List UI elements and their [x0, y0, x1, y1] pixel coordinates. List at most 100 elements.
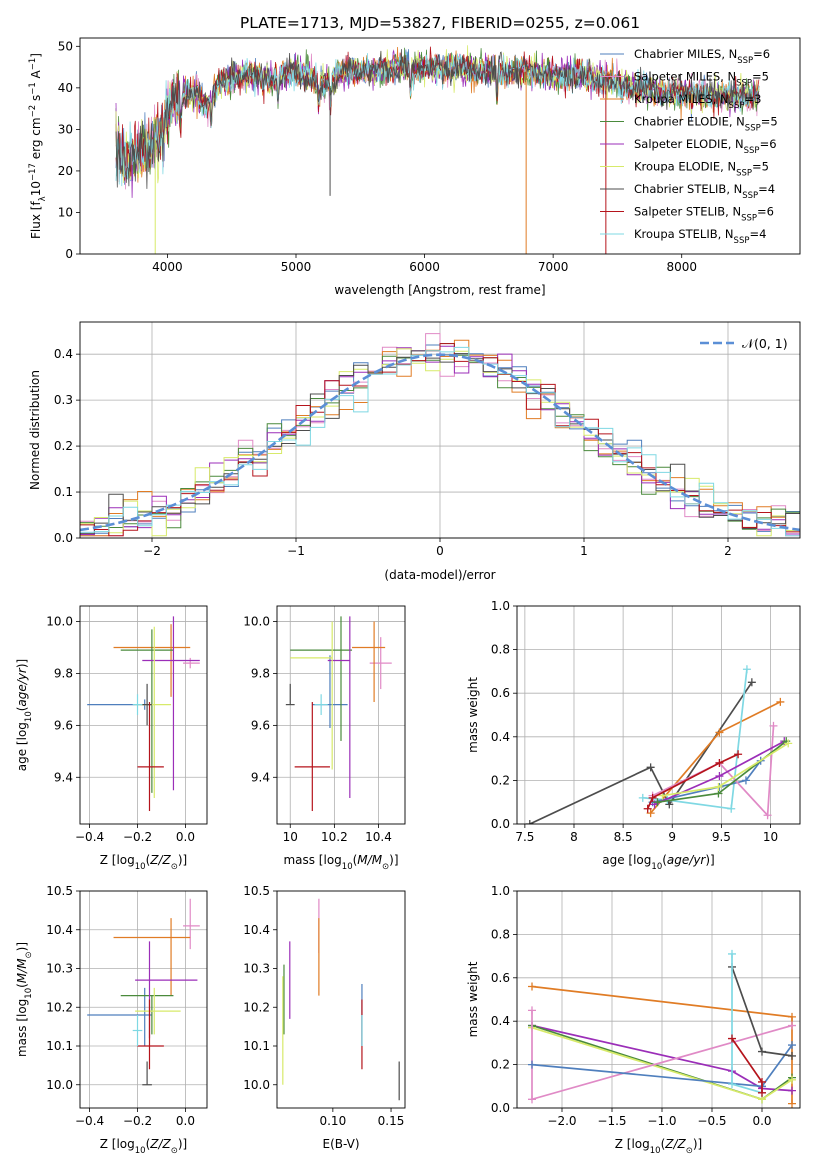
y-tick-label: 0.4 — [491, 1014, 510, 1028]
errorbar-chab_miles — [87, 987, 152, 1046]
x-tick-label: −0.2 — [123, 1114, 152, 1128]
x-tick-label: 2 — [724, 544, 732, 558]
x-tick-label: 0.0 — [176, 830, 195, 844]
label-part: Z/Z — [149, 853, 171, 867]
x-tick-label: 9 — [668, 830, 676, 844]
z_mass-panel: −0.4 −0.2 0.0 10.0 10.1 10.2 10.3 10.4 10.5 Z [lo… — [15, 884, 208, 1156]
label-part: age [log — [602, 853, 651, 867]
axes-frame — [276, 890, 406, 1109]
y-tick-label: 0.0 — [54, 531, 73, 545]
x-tick-label: 7000 — [538, 260, 569, 274]
label-part: Chabrier MILES, N — [634, 47, 737, 61]
weight-marker-salp_miles — [528, 1006, 536, 1015]
label-part: ⊙ — [382, 862, 389, 872]
label-part: =3 — [744, 92, 761, 106]
weight-marker-krou_miles — [715, 728, 724, 737]
spectrum-line-chab_stelib — [115, 49, 760, 189]
y-tick-label: 20 — [58, 164, 73, 178]
label-part: Z [log — [615, 1137, 650, 1151]
legend-label: Chabrier ELODIE, NSSP=5 — [634, 115, 778, 134]
label-part: M/M — [357, 853, 382, 867]
label-part: 10 — [135, 1146, 146, 1156]
weight-marker-salp_stelib — [734, 750, 743, 759]
errorbar-salp_stelib — [294, 702, 330, 812]
y-tick-label: 0.8 — [491, 643, 510, 657]
y-tick-label: 9.8 — [54, 666, 73, 680]
y-tick-label: 0.4 — [54, 347, 73, 361]
y-axis-label: mass weight — [466, 677, 480, 753]
x-tick-label: 0 — [436, 544, 444, 558]
y-tick-label: 10.1 — [243, 1039, 270, 1053]
x-tick-label: 8000 — [666, 260, 697, 274]
y-tick-label: 0.8 — [491, 927, 510, 941]
y-tick-label: 10.2 — [46, 1000, 73, 1014]
weight-marker-krou_miles — [528, 982, 536, 991]
weight-marker-chab_stelib — [646, 763, 655, 772]
label-part: Z [log — [100, 853, 135, 867]
label-part: )] — [693, 1137, 702, 1151]
weight-marker-krou_stelib — [728, 949, 736, 958]
x-axis-label: Z [log10(Z/Z⊙)] — [100, 1137, 188, 1156]
label-part: −17 — [28, 163, 38, 181]
weight-marker-krou_miles — [776, 697, 785, 706]
y-tick-label: 0.6 — [491, 971, 510, 985]
label-part: −1 — [28, 82, 38, 95]
label-part: ( — [15, 983, 29, 988]
errorbar-krou_stelib — [314, 694, 328, 715]
label-part: =4 — [749, 227, 766, 241]
label-part: mass [log — [15, 999, 29, 1057]
y-axis-label: Normed distribution — [28, 370, 42, 490]
label-part: −2 — [28, 105, 38, 118]
x-tick-label: 5000 — [281, 260, 312, 274]
x-tick-label: 7.5 — [515, 830, 534, 844]
y-tick-label: 40 — [58, 81, 73, 95]
errorbar-salp_miles — [369, 637, 392, 690]
legend-label: Kroupa MILES, NSSP=3 — [634, 92, 761, 111]
weight-marker-salp_stelib — [758, 1077, 766, 1086]
weight-marker-salp_stelib — [715, 758, 724, 767]
axes-frame — [79, 321, 801, 539]
y-tick-label: 10.0 — [243, 1078, 270, 1092]
y-tick-label: 9.4 — [54, 770, 73, 784]
weight-marker-salp_elodie — [788, 1086, 796, 1095]
x-tick-label: 4000 — [152, 260, 183, 274]
legend-label: 𝒩(0, 1) — [742, 336, 788, 351]
y-tick-label: 0.2 — [54, 439, 73, 453]
y-tick-label: 0.6 — [491, 686, 510, 700]
y-tick-label: 30 — [58, 122, 73, 136]
weight-marker-krou_stelib — [727, 804, 736, 813]
weight-marker-chab_stelib — [665, 800, 674, 809]
legend-label: Salpeter STELIB, NSSP=6 — [634, 205, 774, 224]
label-part: Salpeter STELIB, N — [634, 205, 741, 219]
weight-marker-salp_elodie — [715, 772, 724, 781]
x-tick-label: 9.5 — [712, 830, 731, 844]
label-part: SSP — [736, 169, 752, 179]
y-axis-label: mass [log10(M/M⊙)] — [15, 942, 34, 1057]
y-tick-label: 10.2 — [243, 1000, 270, 1014]
label-part: ( — [353, 853, 358, 867]
normal-reference-curve — [80, 353, 800, 532]
errorbar-krou_stelib — [132, 1015, 143, 1046]
label-part: ] — [29, 53, 43, 58]
label-part: ⊙ — [686, 1146, 693, 1156]
label-part: E(B-V) — [322, 1137, 359, 1151]
x-tick-label: 8.5 — [614, 830, 633, 844]
y-tick-label: 10.3 — [46, 962, 73, 976]
plot-layer: 4000 5000 6000 7000 800001020304050Chabrier … — [15, 37, 801, 1156]
errorbar-krou_miles — [352, 621, 386, 703]
errorbar-chab_stelib — [285, 683, 295, 706]
label-part: Chabrier STELIB, N — [634, 182, 742, 196]
weight-marker-krou_elodie — [788, 1075, 796, 1084]
label-part: SSP — [741, 214, 757, 224]
axes-frame — [79, 37, 801, 255]
y-tick-label: 0.2 — [491, 1058, 510, 1072]
label-part: M/M — [15, 958, 29, 983]
y-tick-label: 9.8 — [251, 666, 270, 680]
y-tick-label: 10.0 — [46, 615, 73, 629]
errorbar-chab_stelib — [142, 683, 152, 726]
label-part: age/yr — [15, 667, 29, 706]
x-tick-label: 0.0 — [176, 1114, 195, 1128]
